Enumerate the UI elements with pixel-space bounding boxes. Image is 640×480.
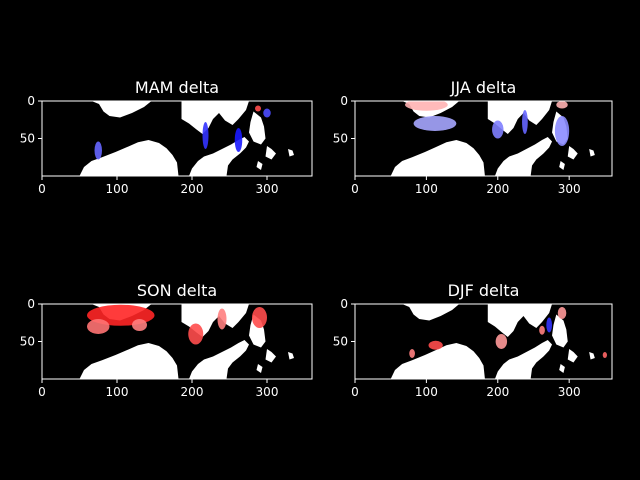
zero-delta-region [567,146,578,160]
zero-delta-region [256,364,263,373]
zero-delta-region [189,137,249,176]
zero-delta-region [567,349,578,363]
delta-patch [556,101,568,109]
zero-delta-region [390,140,485,176]
x-tick-label: 0 [38,385,46,399]
delta-field [390,304,608,379]
map-panel-3: SON delta 0 100 200 300 0 50 [20,281,313,399]
y-tick-label: 50 [333,132,348,146]
delta-patch [557,307,567,319]
zero-delta-region [552,314,568,348]
panel-title: MAM delta [135,78,219,97]
delta-patch [234,128,243,152]
zero-delta-region [589,149,595,157]
zero-delta-region [390,343,485,379]
delta-patch [413,116,457,131]
delta-patch [188,323,204,345]
panel-title: DJF delta [448,281,520,300]
delta-patch [495,334,508,349]
map-panel-2: JJA delta 0 100 200 300 0 50 [333,78,613,196]
zero-delta-region [559,161,565,170]
y-tick-label: 50 [333,335,348,349]
zero-delta-region [189,340,249,379]
x-tick-label: 300 [558,182,581,196]
delta-patch [546,317,553,333]
delta-patch [554,116,570,146]
delta-patch [409,349,415,358]
delta-patch [132,319,147,331]
map-panel-1: MAM delta 0 100 200 300 0 50 [20,78,313,196]
x-tick-label: 0 [351,182,359,196]
x-tick-label: 300 [558,385,581,399]
delta-field [390,101,595,176]
y-tick-label: 0 [340,94,348,108]
y-tick-label: 50 [20,132,35,146]
x-tick-label: 100 [415,182,438,196]
x-tick-label: 200 [181,182,204,196]
zero-delta-region [494,137,553,176]
delta-patch [539,325,545,335]
x-tick-label: 0 [38,182,46,196]
zero-delta-region [256,161,263,170]
x-tick-label: 200 [181,385,204,399]
zero-delta-region [79,343,179,379]
zero-delta-region [589,352,595,360]
zero-delta-region [288,352,294,360]
zero-delta-region [249,111,266,145]
delta-patch [217,308,227,330]
delta-patch [252,307,267,328]
delta-patch [404,101,448,111]
x-tick-label: 200 [486,385,509,399]
delta-field [79,101,294,176]
zero-delta-region [265,349,276,363]
x-tick-label: 100 [106,385,129,399]
y-tick-label: 0 [27,297,35,311]
panel-title: SON delta [137,281,217,300]
x-tick-label: 300 [256,182,279,196]
zero-delta-region [402,304,460,321]
delta-field [79,304,294,379]
x-tick-label: 0 [351,385,359,399]
delta-patch [522,110,528,134]
zero-delta-region [91,101,152,118]
x-tick-label: 300 [256,385,279,399]
zero-delta-region [181,101,249,134]
x-tick-label: 100 [415,385,438,399]
zero-delta-region [487,101,553,134]
zero-delta-region [559,364,565,373]
delta-patch [87,319,110,334]
map-panel-4: DJF delta 0 100 200 300 0 50 [333,281,613,399]
delta-patch [202,122,209,149]
delta-patch [428,340,443,350]
delta-patch [94,141,102,160]
y-tick-label: 0 [340,297,348,311]
zero-delta-region [265,146,276,160]
delta-patch [602,352,608,358]
y-tick-label: 50 [20,335,35,349]
delta-patch [255,105,261,112]
y-tick-label: 0 [27,94,35,108]
zero-delta-region [494,340,553,379]
x-tick-label: 100 [106,182,129,196]
zero-delta-region [487,304,553,337]
delta-patch [492,120,504,139]
panel-title: JJA delta [450,78,517,97]
x-tick-label: 200 [486,182,509,196]
delta-patch [263,108,271,118]
zero-delta-region [288,149,294,157]
zero-delta-region [79,140,179,176]
